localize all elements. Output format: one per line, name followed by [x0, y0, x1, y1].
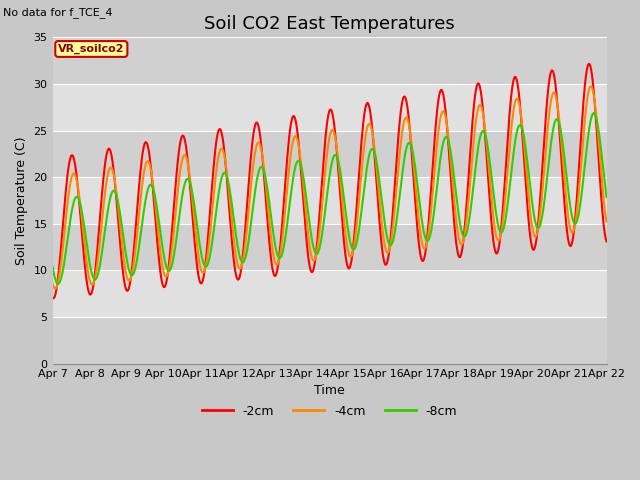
Text: No data for f_TCE_4: No data for f_TCE_4	[3, 7, 113, 18]
Bar	[52, 270, 607, 317]
Bar	[52, 37, 607, 84]
Title: Soil CO2 East Temperatures: Soil CO2 East Temperatures	[204, 15, 455, 33]
Bar	[52, 177, 607, 224]
Bar	[52, 131, 607, 177]
Bar	[52, 317, 607, 364]
X-axis label: Time: Time	[314, 384, 345, 397]
Legend: -2cm, -4cm, -8cm: -2cm, -4cm, -8cm	[196, 400, 463, 423]
Bar	[52, 84, 607, 131]
Text: VR_soilco2: VR_soilco2	[58, 44, 125, 54]
Y-axis label: Soil Temperature (C): Soil Temperature (C)	[15, 136, 28, 265]
Bar	[52, 224, 607, 270]
